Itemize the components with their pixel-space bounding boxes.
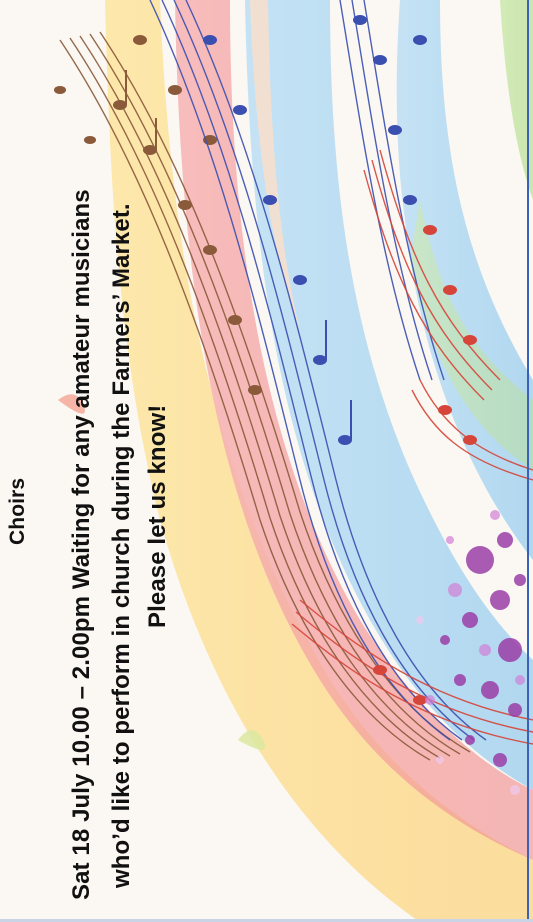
frame-border-bottom xyxy=(0,919,533,922)
choirs-heading: Choirs xyxy=(6,477,29,545)
frame-border-right xyxy=(527,0,529,922)
announcement-line-2: who’d like to perform in church during t… xyxy=(108,203,135,888)
announcement-line-3: Please let us know! xyxy=(144,404,171,628)
announcement-line-1: Sat 18 July 10.00 – 2.00pm Waiting for a… xyxy=(68,189,95,900)
